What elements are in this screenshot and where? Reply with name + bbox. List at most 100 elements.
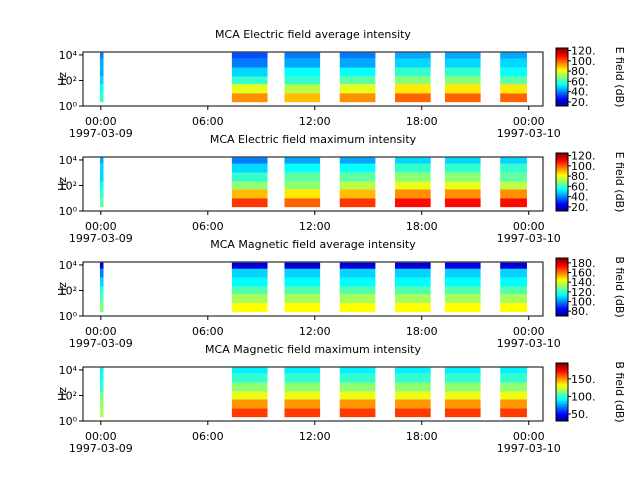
spectrogram-cell	[500, 198, 527, 208]
colorbar-step	[556, 49, 568, 52]
x-tick-label: 06:00	[192, 430, 224, 443]
colorbar-step	[556, 392, 568, 394]
spectrogram-cell	[444, 181, 481, 190]
spectrogram-cell	[500, 181, 527, 190]
colorbar-step	[556, 187, 568, 190]
spectrogram-cell	[99, 172, 104, 182]
colorbar-step	[556, 182, 568, 184]
x-date-label: 1997-03-09	[69, 442, 133, 455]
spectrogram-cell	[395, 189, 431, 199]
spectrogram-cell	[444, 303, 481, 313]
colorbar-step	[556, 373, 568, 376]
colorbar-step	[556, 380, 568, 383]
colorbar-step	[556, 68, 568, 71]
colorbar-step	[556, 367, 568, 370]
spectrogram-cell	[500, 84, 527, 94]
colorbar-step	[556, 74, 568, 77]
colorbar-step	[556, 410, 568, 413]
axes-frame	[82, 261, 544, 317]
y-axis-label: Hz	[56, 282, 69, 296]
spectrogram-cell	[284, 157, 321, 164]
y-tick-label: 10²	[59, 389, 77, 402]
colorbar-step	[556, 202, 568, 205]
x-tick-label: 18:00	[406, 325, 438, 338]
spectrogram-cell	[99, 399, 104, 409]
spectrogram-cell	[395, 58, 431, 68]
spectrogram-cell	[444, 172, 481, 182]
spectrogram-cell	[231, 262, 268, 269]
spectrogram-cell	[284, 172, 321, 182]
spectrogram-cell	[500, 157, 527, 164]
spectrogram-cell	[339, 277, 376, 287]
colorbar-step	[556, 103, 568, 106]
panel-title: MCA Magnetic field maximum intensity	[205, 343, 421, 356]
spectrogram-cell	[500, 303, 527, 313]
colorbar-tick-label: 100.	[571, 160, 596, 173]
y-tick-label: 10²	[59, 179, 77, 192]
colorbar-step	[556, 289, 568, 292]
x-tick-label: 00:00	[513, 325, 545, 338]
spectrogram-cell	[231, 382, 268, 392]
colorbar-step	[556, 259, 568, 262]
spectrogram-cell	[284, 277, 321, 287]
spectrogram-cell	[395, 76, 431, 85]
spectrogram-cell	[99, 52, 104, 59]
colorbar-step	[556, 262, 568, 265]
colorbar-label: E field (dB)	[613, 152, 626, 213]
colorbar-label: E field (dB)	[613, 47, 626, 108]
colorbar-step	[556, 292, 568, 295]
spectrogram-cell	[500, 391, 527, 400]
colorbar-step	[556, 196, 568, 199]
colorbar-step	[556, 402, 568, 405]
colorbar-label: B field (dB)	[613, 256, 626, 317]
y-tick-label: 10²	[59, 284, 77, 297]
spectrogram-cell	[500, 163, 527, 173]
spectrogram-cell	[284, 58, 321, 68]
colorbar-label: B field (dB)	[613, 361, 626, 422]
colorbar-step	[556, 295, 568, 298]
colorbar-step	[556, 399, 568, 402]
y-axis-label: Hz	[56, 72, 69, 86]
colorbar-step	[556, 167, 568, 170]
colorbar-step	[556, 189, 568, 192]
colorbar-tick-label: 160.	[571, 267, 596, 280]
spectrogram-cell	[284, 262, 321, 269]
spectrogram-cell	[500, 58, 527, 68]
spectrogram-cell	[339, 303, 376, 313]
colorbar-step	[556, 97, 568, 100]
colorbar-step	[556, 200, 568, 203]
colorbar-step	[556, 190, 568, 193]
spectrogram-cell	[500, 52, 527, 59]
colorbar-step	[556, 206, 568, 209]
colorbar-step	[556, 301, 568, 304]
colorbar-step	[556, 266, 568, 269]
y-tick-label: 10⁰	[59, 310, 78, 323]
colorbar-step	[556, 66, 568, 69]
colorbar-step	[556, 403, 568, 406]
colorbar-tick-label: 140.	[571, 276, 596, 289]
spectrogram-cell	[231, 52, 268, 59]
colorbar-step	[556, 101, 568, 104]
colorbar-step	[556, 302, 568, 305]
x-tick-label: 00:00	[85, 325, 117, 338]
spectrogram-cell	[339, 52, 376, 59]
colorbar-step	[556, 412, 568, 415]
spectrogram-cell	[395, 277, 431, 287]
colorbar-step	[556, 405, 568, 407]
colorbar-step	[556, 155, 568, 158]
colorbar-tick-label: 40.	[571, 191, 589, 204]
colorbar-step	[556, 72, 568, 75]
colorbar-step	[556, 265, 568, 268]
colorbar-tick-label: 150.	[571, 373, 596, 386]
colorbar-step	[556, 157, 568, 160]
spectrogram-cell	[339, 373, 376, 383]
colorbar-step	[556, 263, 568, 266]
spectrogram-cell	[395, 373, 431, 383]
spectrogram-cell	[231, 67, 268, 77]
y-axis-label: Hz	[56, 177, 69, 191]
colorbar-tick-label: 100.	[571, 390, 596, 403]
spectrogram-cell	[99, 367, 104, 374]
colorbar-step	[556, 418, 568, 421]
panel-title: MCA Magnetic field average intensity	[210, 238, 416, 251]
colorbar-step	[556, 394, 568, 397]
